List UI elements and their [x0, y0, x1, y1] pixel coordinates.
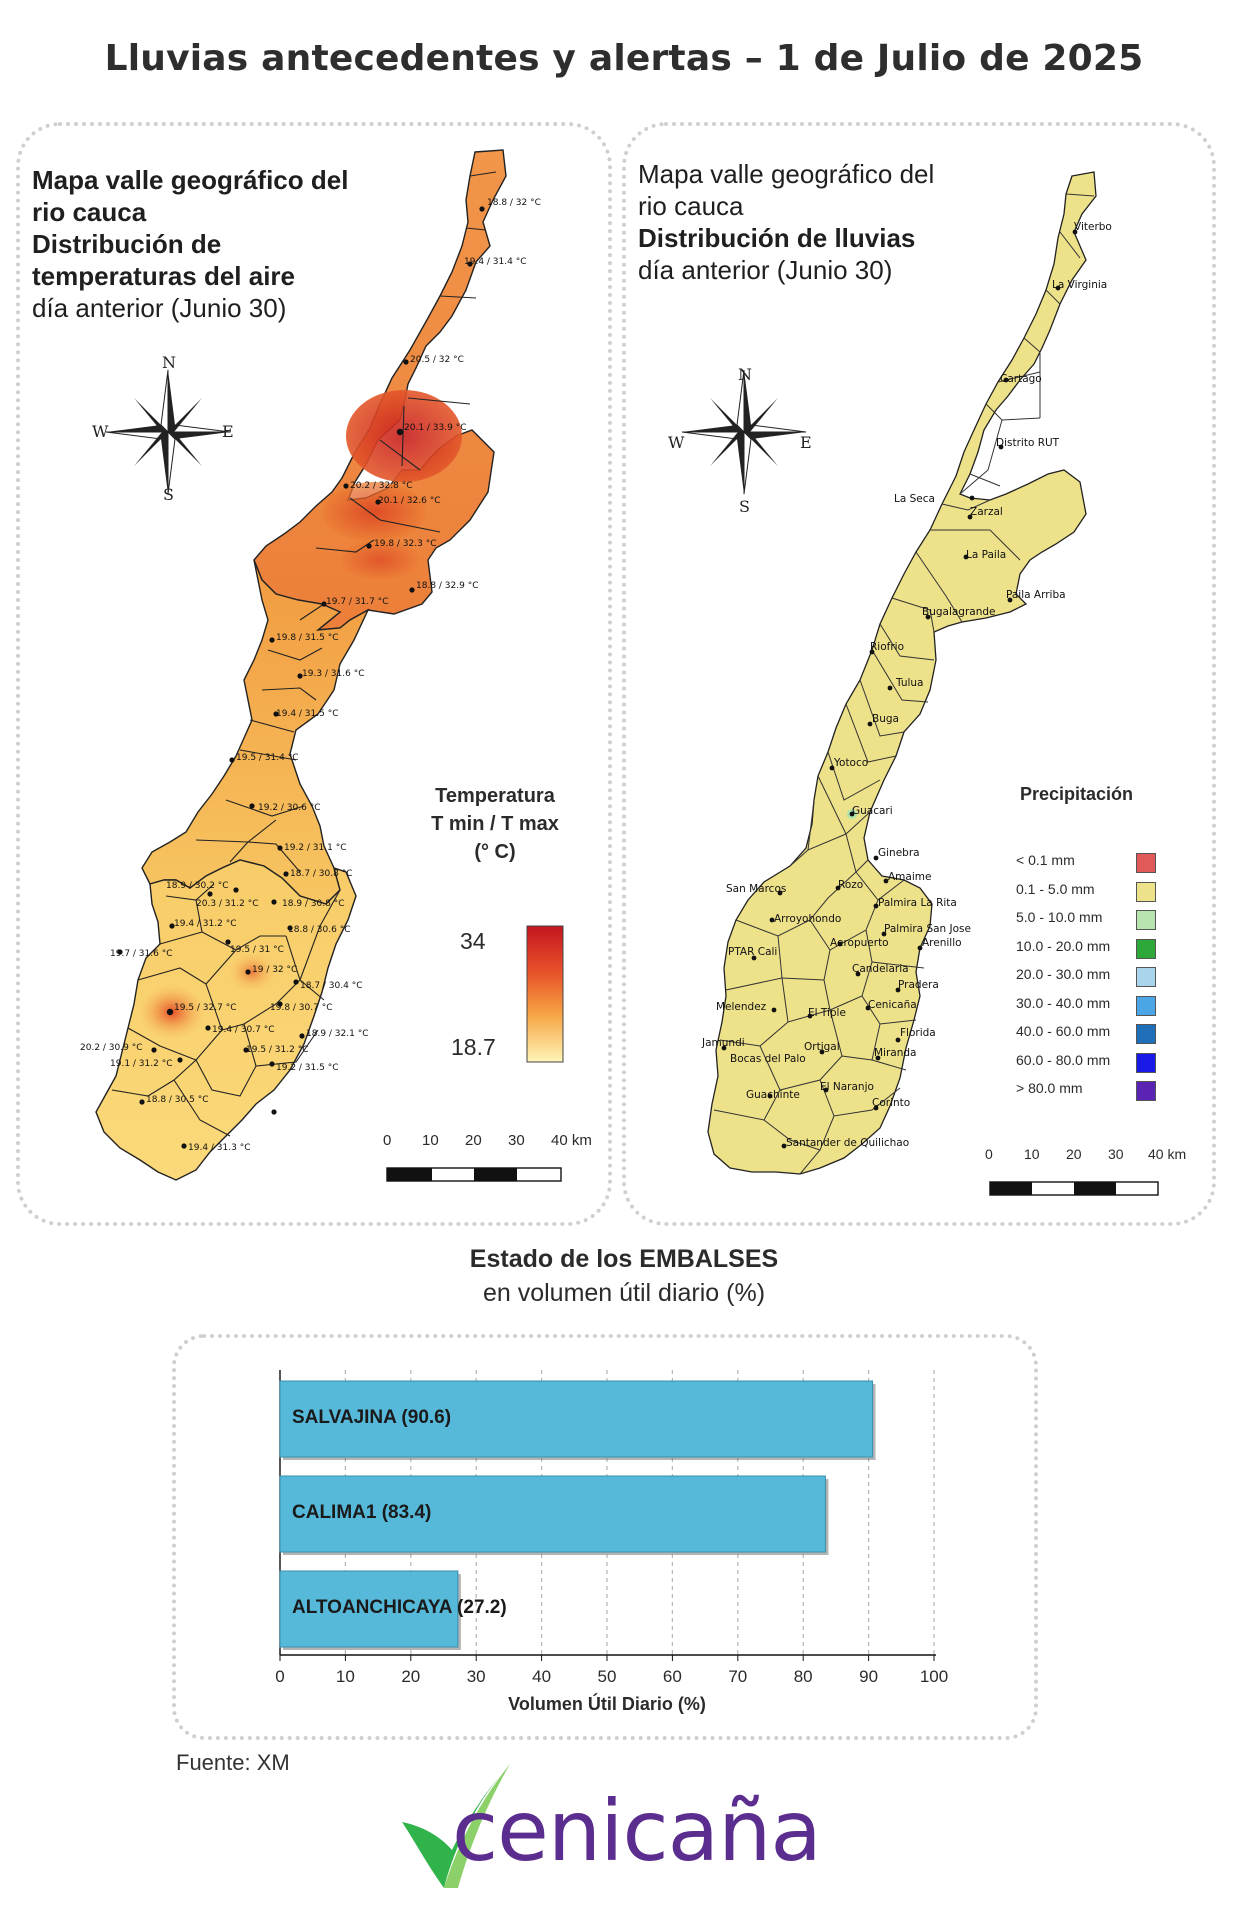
- precipitation-legend-label: 10.0 - 20.0 mm: [1016, 937, 1111, 954]
- precipitation-legend-label: 0.1 - 5.0 mm: [1016, 880, 1095, 897]
- embalses-title-bold: Estado de los EMBALSES: [469, 1245, 779, 1273]
- source-note: Fuente: XM: [176, 1750, 290, 1775]
- rain-scale-label-10: 10: [1024, 1146, 1040, 1162]
- precipitation-legend-label: > 80.0 mm: [1016, 1080, 1083, 1096]
- temp-title-line-2: rio cauca: [32, 197, 147, 227]
- precipitation-legend-item: 5.0 - 10.0 mm: [1016, 909, 1166, 931]
- embalses-chart-panel: [172, 1334, 1038, 1740]
- temp-scale-label-10: 10: [422, 1132, 439, 1149]
- temp-title-line-4: temperaturas del aire: [32, 261, 296, 291]
- x-tick-label: 50: [597, 1667, 617, 1686]
- precipitation-legend-swatch: [1136, 1052, 1156, 1073]
- bar-label: SALVAJINA (90.6): [292, 1407, 452, 1428]
- bar-label: CALIMA1 (83.4): [292, 1502, 432, 1523]
- precipitation-legend-swatch: [1136, 881, 1156, 902]
- precipitation-legend-swatch: [1136, 853, 1156, 873]
- rain-scale-label-0: 0: [985, 1146, 993, 1162]
- temp-scale-label-30: 30: [508, 1132, 525, 1149]
- precipitation-legend-item: 0.1 - 5.0 mm: [1016, 881, 1166, 903]
- precipitation-legend-label: 40.0 - 60.0 mm: [1016, 1023, 1111, 1039]
- temp-legend-line-1: Temperatura: [435, 785, 555, 807]
- page-title: Lluvias antecedentes y alertas – 1 de Ju…: [104, 38, 1144, 79]
- temp-scale-label-40: 40 km: [551, 1132, 592, 1149]
- precipitation-legend-item: 10.0 - 20.0 mm: [1016, 938, 1166, 960]
- temp-scale-label-20: 20: [465, 1132, 482, 1149]
- temperature-map-title: Mapa valle geográfico del rio cauca Dist…: [32, 164, 412, 324]
- temperature-legend-max: 34: [460, 928, 486, 954]
- temperature-legend-title: Temperatura T min / T max (° C): [410, 782, 580, 866]
- precipitation-legend-item: 60.0 - 80.0 mm: [1016, 1052, 1166, 1074]
- precipitation-legend-item: 40.0 - 60.0 mm: [1016, 1023, 1166, 1045]
- precipitation-legend-label: 60.0 - 80.0 mm: [1016, 1051, 1111, 1068]
- rain-title-line-2: rio cauca: [638, 191, 744, 221]
- precipitation-legend-swatch: [1136, 967, 1156, 987]
- precipitation-legend-label: 5.0 - 10.0 mm: [1016, 909, 1103, 925]
- precipitation-legend-swatch: [1136, 910, 1156, 930]
- rain-scale-label-20: 20: [1066, 1146, 1082, 1162]
- rain-scale-label-30: 30: [1108, 1146, 1124, 1162]
- x-tick-label: 80: [793, 1667, 813, 1686]
- rain-title-line-1: Mapa valle geográfico del: [638, 159, 935, 189]
- cenicana-logo-text: cenicaña: [452, 1782, 822, 1880]
- embalses-title: Estado de los EMBALSES en volumen útil d…: [0, 1242, 1248, 1310]
- precipitation-legend-swatch: [1136, 995, 1156, 1016]
- x-tick-label: 100: [919, 1667, 949, 1686]
- precipitation-legend-item: > 80.0 mm: [1016, 1080, 1166, 1102]
- precipitation-legend-item: 30.0 - 40.0 mm: [1016, 995, 1166, 1017]
- precipitation-legend-item: 20.0 - 30.0 mm: [1016, 966, 1166, 988]
- x-tick-label: 0: [275, 1667, 285, 1686]
- precipitation-legend-swatch: [1136, 938, 1156, 959]
- temp-title-line-1: Mapa valle geográfico del: [32, 165, 349, 195]
- bar-label: ALTOANCHICAYA (27.2): [292, 1597, 507, 1618]
- rain-subtitle: día anterior (Junio 30): [638, 255, 893, 285]
- rain-title-strong: Distribución de lluvias: [638, 223, 916, 253]
- temp-title-line-3: Distribución de: [32, 229, 222, 259]
- x-tick-label: 20: [401, 1667, 421, 1686]
- x-tick-label: 40: [532, 1667, 552, 1686]
- rain-map-title: Mapa valle geográfico del rio cauca Dist…: [638, 158, 1018, 286]
- temp-subtitle: día anterior (Junio 30): [32, 293, 287, 323]
- temp-legend-line-3: (° C): [474, 841, 516, 863]
- precipitation-legend-label: 20.0 - 30.0 mm: [1016, 966, 1111, 982]
- precipitation-legend-label: 30.0 - 40.0 mm: [1016, 994, 1111, 1011]
- precipitation-legend-title: Precipitación: [1020, 784, 1134, 804]
- x-tick-label: 70: [728, 1667, 748, 1686]
- temp-scale-label-0: 0: [383, 1132, 392, 1149]
- rain-scale-label-40: 40 km: [1148, 1146, 1187, 1162]
- rain-map-panel: [622, 122, 1216, 1226]
- precipitation-legend-label: < 0.1 mm: [1016, 852, 1075, 868]
- x-tick-label: 90: [859, 1667, 879, 1686]
- x-axis-label: Volumen Útil Diario (%): [508, 1694, 706, 1714]
- x-tick-label: 60: [662, 1667, 682, 1686]
- temperature-legend-min: 18.7: [451, 1034, 496, 1060]
- precipitation-legend-swatch: [1136, 1024, 1156, 1044]
- precipitation-legend-swatch: [1136, 1081, 1156, 1101]
- temperature-map-panel: [16, 122, 612, 1226]
- temp-legend-line-2: T min / T max: [431, 813, 559, 835]
- precipitation-legend-item: < 0.1 mm: [1016, 852, 1166, 874]
- x-tick-label: 10: [335, 1667, 355, 1686]
- embalses-title-plain: en volumen útil diario (%): [482, 1279, 766, 1307]
- x-tick-label: 30: [466, 1667, 486, 1686]
